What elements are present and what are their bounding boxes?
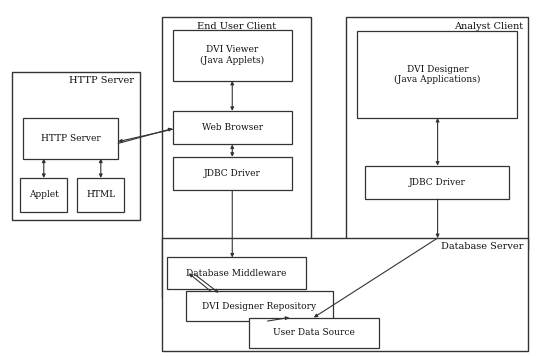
Text: Web Browser: Web Browser xyxy=(201,123,263,132)
Text: DVI Designer Repository: DVI Designer Repository xyxy=(203,302,317,310)
Bar xyxy=(23,118,118,158)
Text: DVI Designer
(Java Applications): DVI Designer (Java Applications) xyxy=(394,65,480,84)
Text: HTTP Server: HTTP Server xyxy=(41,134,100,143)
Bar xyxy=(20,178,67,211)
Bar xyxy=(173,111,292,145)
Bar xyxy=(162,238,529,351)
Bar xyxy=(186,291,333,321)
Bar xyxy=(173,30,292,81)
Text: HTML: HTML xyxy=(86,190,115,199)
Bar xyxy=(167,257,306,289)
Text: HTTP Server: HTTP Server xyxy=(69,76,134,85)
Text: Database Server: Database Server xyxy=(441,242,523,251)
Bar xyxy=(173,157,292,190)
Text: DVI Viewer
(Java Applets): DVI Viewer (Java Applets) xyxy=(200,46,264,65)
Bar xyxy=(346,17,529,250)
Bar xyxy=(357,31,518,118)
Text: User Data Source: User Data Source xyxy=(273,328,355,337)
Text: Database Middleware: Database Middleware xyxy=(186,269,287,278)
Bar xyxy=(162,17,311,298)
Text: JDBC Driver: JDBC Driver xyxy=(409,178,466,187)
Text: End User Client: End User Client xyxy=(197,21,276,31)
Text: JDBC Driver: JDBC Driver xyxy=(204,169,260,178)
Bar xyxy=(248,318,379,347)
Text: Analyst Client: Analyst Client xyxy=(454,21,523,31)
Bar xyxy=(12,72,140,220)
Text: Applet: Applet xyxy=(28,190,58,199)
Bar xyxy=(365,166,509,199)
Bar xyxy=(78,178,123,211)
